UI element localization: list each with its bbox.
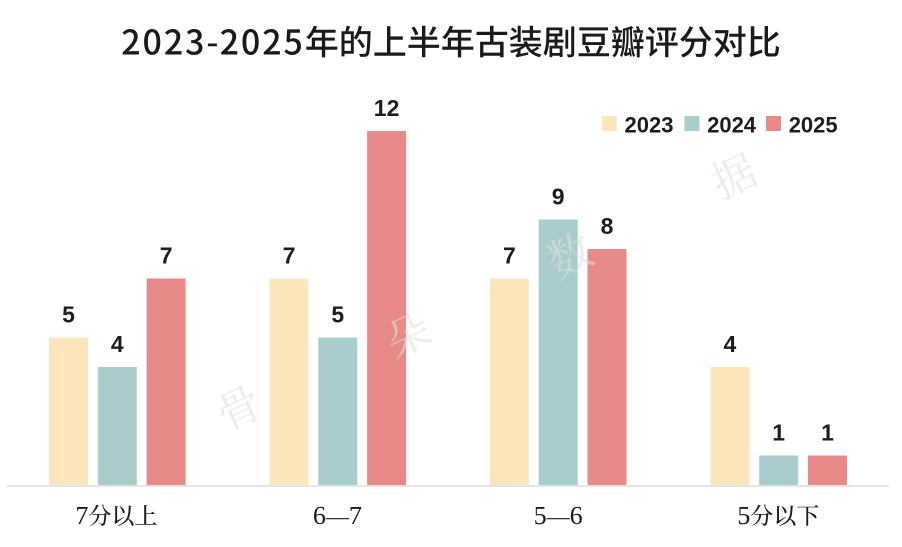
svg-text:7: 7	[160, 243, 173, 269]
svg-text:1: 1	[821, 420, 834, 446]
svg-text:2023: 2023	[625, 113, 674, 138]
svg-text:9: 9	[552, 184, 565, 210]
svg-text:5: 5	[331, 302, 344, 328]
svg-text:2024: 2024	[707, 113, 757, 138]
svg-text:2025: 2025	[789, 113, 838, 138]
svg-text:1: 1	[772, 420, 785, 446]
svg-text:4: 4	[724, 331, 737, 357]
svg-text:12: 12	[374, 95, 400, 121]
svg-text:5: 5	[62, 302, 75, 328]
svg-text:8: 8	[601, 213, 614, 239]
svg-text:4: 4	[111, 331, 124, 357]
svg-text:7: 7	[283, 243, 296, 269]
svg-text:7: 7	[503, 243, 516, 269]
